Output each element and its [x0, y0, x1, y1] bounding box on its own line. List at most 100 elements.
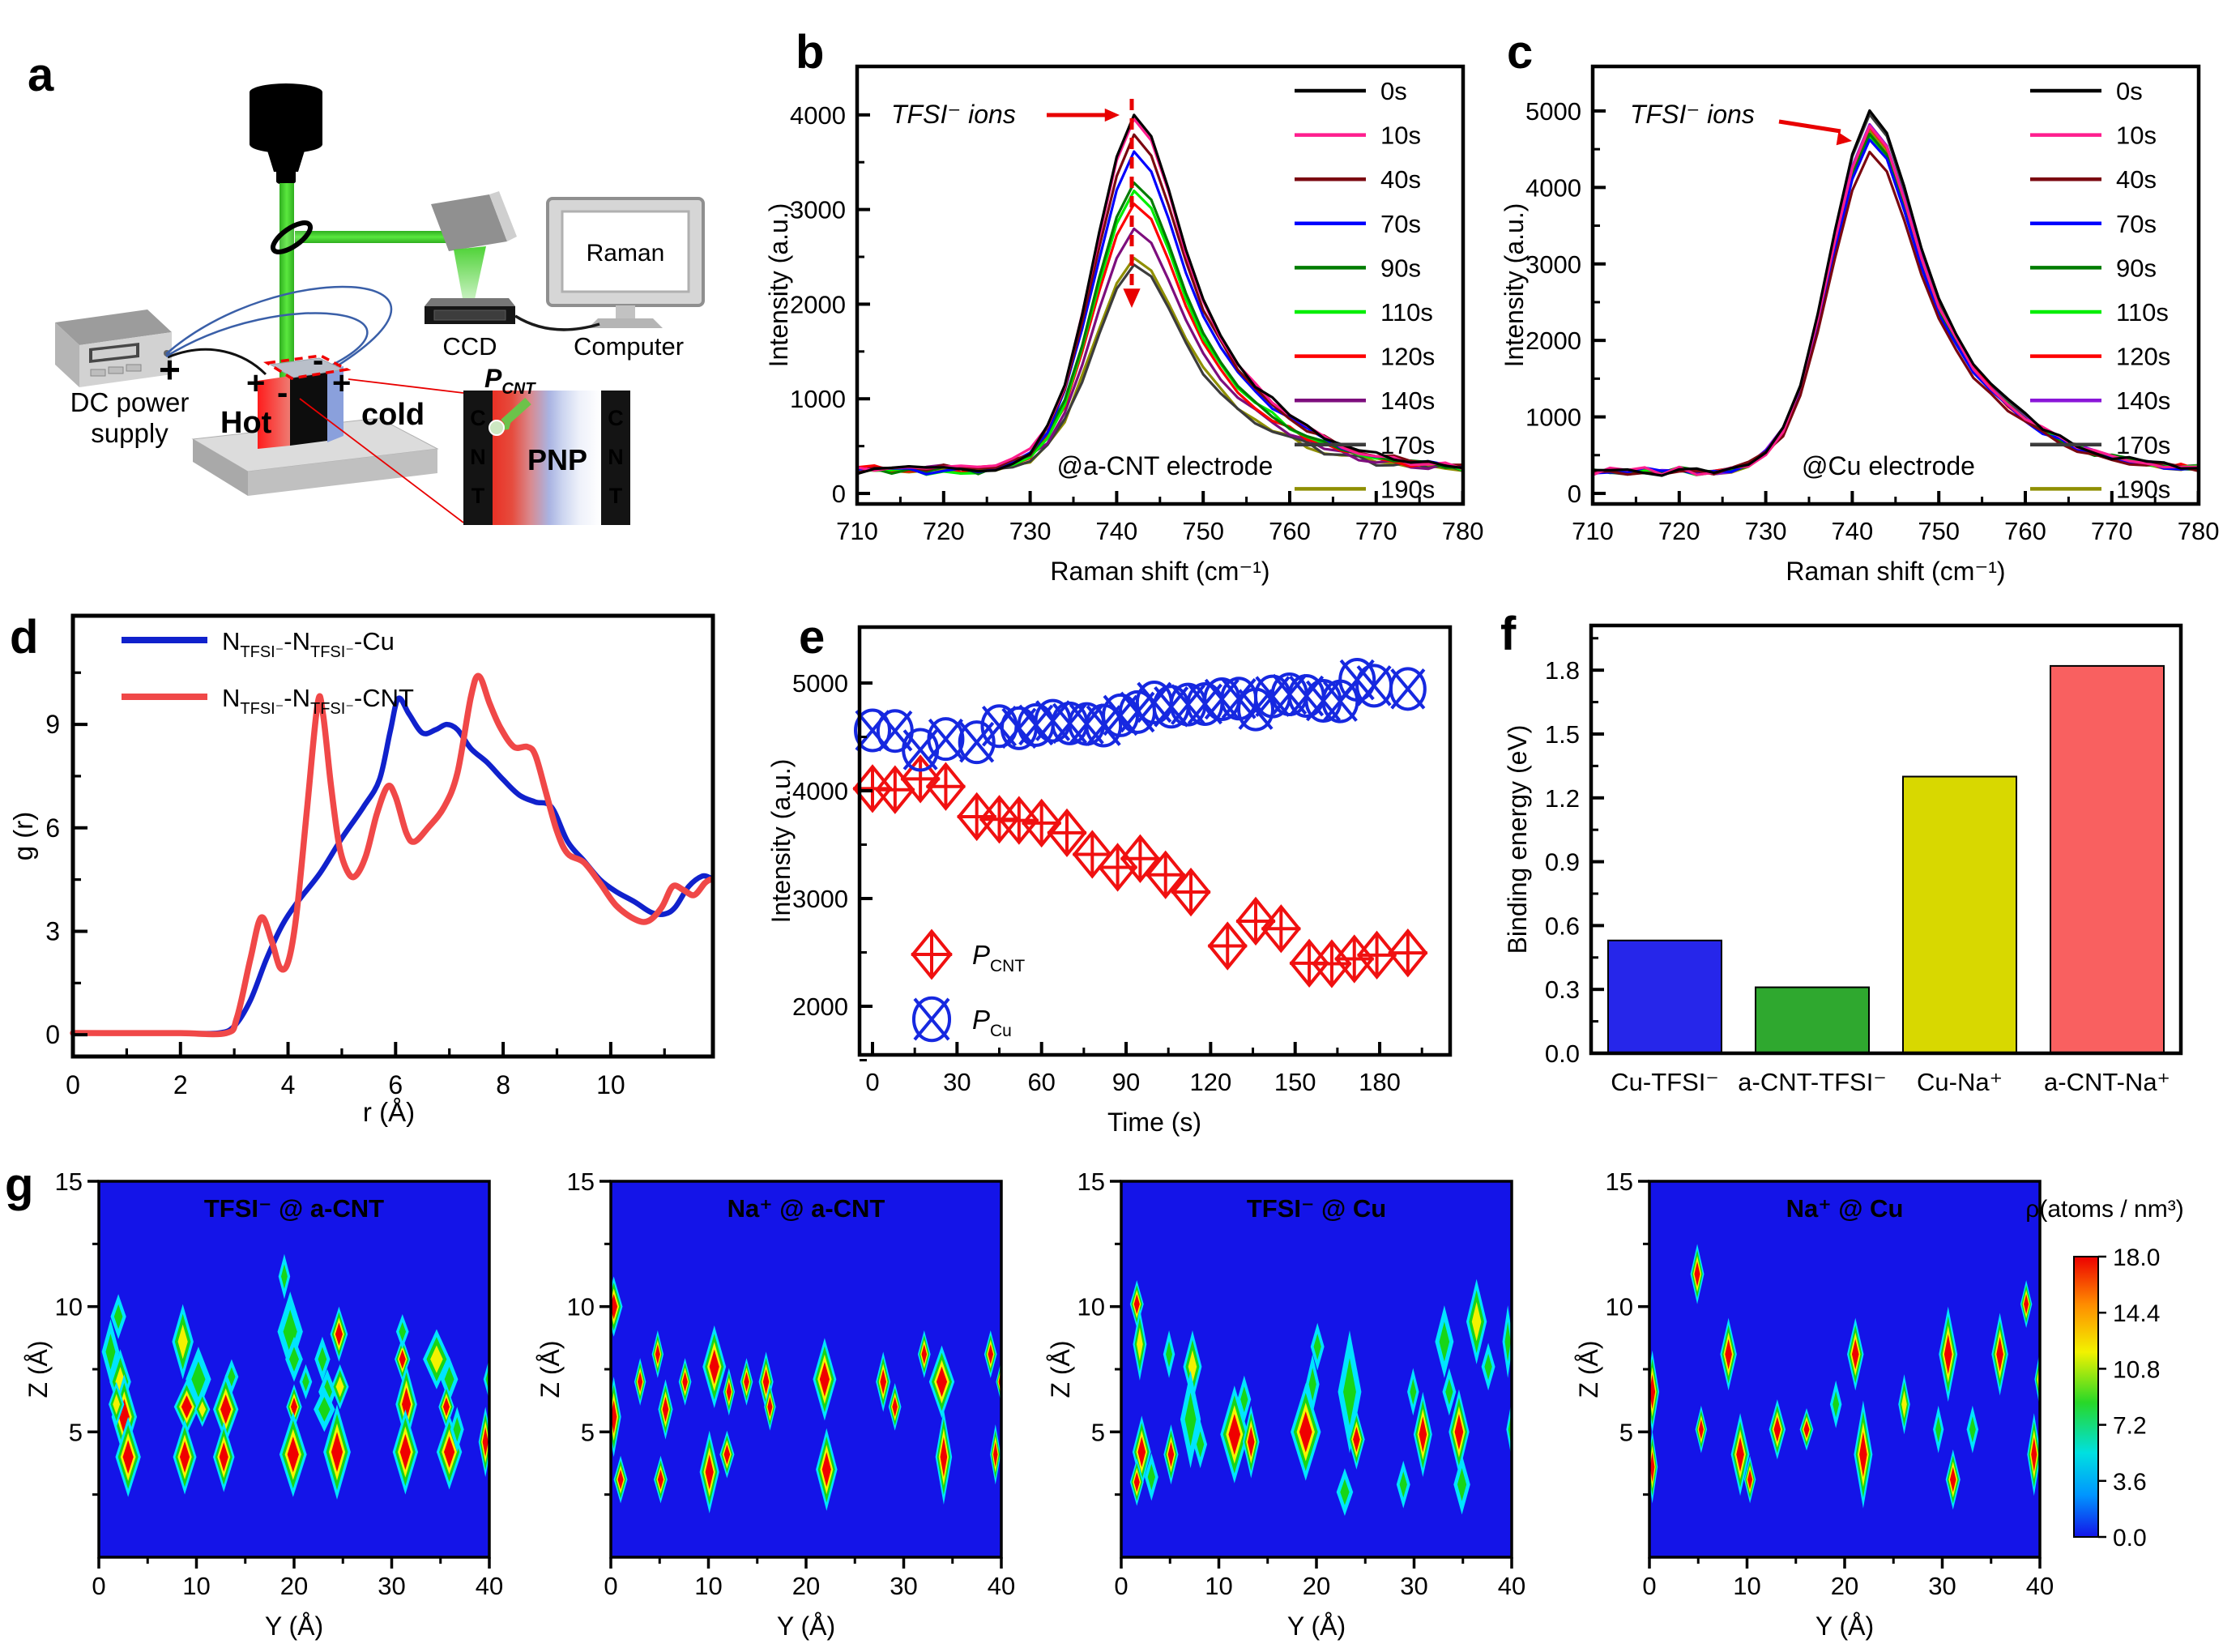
cnt-electrode-left-label: CNT — [470, 406, 486, 508]
svg-text:Y (Å): Y (Å) — [265, 1611, 323, 1641]
series-70s-curve — [1592, 138, 2199, 476]
heatmap-title: Na⁺ @ Cu — [1786, 1194, 1904, 1223]
wire-blue-1 — [165, 285, 393, 369]
series-120s-curve — [856, 203, 1463, 474]
svg-text:0.0: 0.0 — [1545, 1039, 1580, 1068]
svg-text:30: 30 — [943, 1068, 971, 1096]
axes: 710 720 730 740 750 760 770 780 0 1000 2000 3000 400… — [764, 64, 1483, 586]
svg-text:5: 5 — [581, 1418, 595, 1446]
heatmap-TFSI⁻ @ Cu: 0 10 20 30 40 5 10 15 Y (Å) Z (Å) TFSI⁻ @ Cu — [1046, 1167, 1525, 1641]
legend: 0s 10s 40s 70s 90s 110s 120s 140s 170s 190s — [2030, 77, 2170, 503]
svg-text:180: 180 — [1359, 1068, 1401, 1096]
colorbar-tick-label: 14.4 — [2113, 1300, 2160, 1327]
legend-label-cnt: NTFSI⁻-NTFSI⁻-CNT — [222, 684, 414, 718]
raman-screen-label: Raman — [587, 240, 665, 267]
svg-text:2000: 2000 — [790, 290, 846, 318]
panel-f-binding-energy-chart: 0.0 0.3 0.6 0.9 1.2 1.5 1.8 Cu-TFSI⁻ a-CNT-TFSI⁻… — [1503, 623, 2183, 1096]
svg-text:3000: 3000 — [790, 196, 846, 224]
legend-label-10s: 10s — [2116, 122, 2157, 150]
legend-label-PCu: PCu — [972, 1005, 1012, 1040]
svg-text:10: 10 — [1205, 1572, 1232, 1600]
panel-c-raman-cu-chart: 710 720 730 740 750 760 770 780 0 1000 2000 3000 400… — [1500, 64, 2219, 586]
svg-text:Z (Å): Z (Å) — [535, 1340, 565, 1398]
axes: 0 10 20 30 40 5 10 15 Y (Å) Z (Å) — [23, 1167, 503, 1641]
svg-text:10: 10 — [1606, 1293, 1633, 1321]
svg-text:0: 0 — [1568, 480, 1581, 508]
svg-text:0: 0 — [604, 1572, 617, 1600]
annotation: TFSI⁻ ions — [891, 99, 1141, 308]
svg-text:Intensity (a.u.): Intensity (a.u.) — [766, 759, 796, 924]
electrode-label: @Cu electrode — [1802, 451, 1975, 480]
beam-splitter-icon — [271, 220, 313, 254]
svg-text:Intensity (a.u.): Intensity (a.u.) — [764, 203, 793, 368]
colorbar-tick-label: 10.8 — [2113, 1356, 2160, 1383]
hot-label: Hot — [220, 406, 272, 440]
svg-text:760: 760 — [2004, 517, 2046, 545]
svg-text:15: 15 — [1077, 1167, 1105, 1196]
svg-text:6: 6 — [45, 813, 60, 843]
wire-black — [167, 348, 267, 376]
axes: 0 10 20 30 40 5 10 15 Y (Å) Z (Å) — [1574, 1167, 2054, 1641]
microscope-objective-icon — [250, 83, 322, 185]
ccd-cable — [514, 314, 600, 331]
panel-letter-d: d — [10, 611, 38, 664]
svg-text:8: 8 — [496, 1070, 510, 1099]
cnt-letter: N — [470, 445, 486, 469]
svg-text:40: 40 — [2026, 1572, 2054, 1600]
legend-label-PCNT: PCNT — [972, 940, 1025, 975]
legend-label-0s: 0s — [2116, 77, 2143, 105]
svg-text:Z (Å): Z (Å) — [1046, 1340, 1075, 1398]
svg-text:Y (Å): Y (Å) — [777, 1611, 835, 1641]
legend-label-120s: 120s — [2116, 343, 2170, 371]
legend-label-110s: 110s — [2116, 298, 2169, 327]
colorbar-title: ρ(atoms / nm³) — [2025, 1196, 2183, 1223]
svg-text:20: 20 — [792, 1572, 820, 1600]
svg-text:20: 20 — [1831, 1572, 1858, 1600]
svg-text:1000: 1000 — [1525, 403, 1581, 432]
spectra-curves — [1592, 109, 2199, 477]
svg-text:60: 60 — [1027, 1068, 1055, 1096]
dc-power-supply-icon — [55, 309, 172, 387]
panel-b-raman-acnt-chart: 710 720 730 740 750 760 770 780 0 1000 2000 3000 400… — [764, 64, 1483, 586]
legend: 0s 10s 40s 70s 90s 110s 120s 140s 170s 190s — [1295, 77, 1435, 503]
series-40s-curve — [856, 133, 1463, 475]
svg-text:15: 15 — [55, 1167, 83, 1196]
axes: 0 2 4 6 8 10 0 3 6 9 r (Å) g (r) — [8, 613, 715, 1127]
svg-text:Z (Å): Z (Å) — [1574, 1340, 1603, 1398]
svg-text:770: 770 — [1355, 517, 1397, 545]
panel-g-density-heatmaps: 0 10 20 30 40 5 10 15 Y (Å) Z (Å) TFSI⁻ @ a-CNT 0 10… — [23, 1167, 2184, 1641]
svg-text:5: 5 — [1091, 1418, 1105, 1446]
svg-text:10: 10 — [182, 1572, 210, 1600]
computer-monitor-icon — [546, 197, 705, 328]
svg-text:0: 0 — [865, 1068, 879, 1096]
svg-text:40: 40 — [1498, 1572, 1525, 1600]
legend-label-190s: 190s — [2116, 475, 2170, 503]
svg-text:90: 90 — [1112, 1068, 1140, 1096]
svg-text:1000: 1000 — [790, 385, 846, 413]
heatmap-title: TFSI⁻ @ a-CNT — [204, 1194, 384, 1223]
polarization-dot-icon — [489, 420, 505, 436]
cnt-letter: C — [470, 406, 486, 430]
svg-text:740: 740 — [1832, 517, 1874, 545]
ccd-icon — [425, 298, 515, 324]
svg-text:15: 15 — [1606, 1167, 1633, 1196]
svg-text:0: 0 — [66, 1070, 80, 1099]
svg-text:740: 740 — [1096, 517, 1138, 545]
mirror-icon — [431, 191, 517, 251]
axes: 0 10 20 30 40 5 10 15 Y (Å) Z (Å) — [1046, 1167, 1525, 1641]
computer-label: Computer — [574, 332, 684, 361]
svg-text:1.2: 1.2 — [1545, 784, 1580, 813]
inset-connector-line-bottom — [299, 398, 464, 523]
panel-letter-g: g — [5, 1159, 33, 1211]
svg-text:750: 750 — [1182, 517, 1224, 545]
series-70s-curve — [857, 150, 1463, 476]
colorbar-tick-label: 3.6 — [2113, 1469, 2147, 1496]
heatmap-Na⁺ @ Cu: 0 10 20 30 40 5 10 15 Y (Å) Z (Å) Na⁺ @ Cu — [1574, 1167, 2054, 1641]
series-170s-curve — [856, 263, 1464, 476]
legend-label-170s: 170s — [2116, 431, 2170, 459]
svg-text:g (r): g (r) — [8, 812, 38, 861]
ccd-label: CCD — [442, 332, 497, 361]
svg-text:15: 15 — [567, 1167, 595, 1196]
svg-text:30: 30 — [1400, 1572, 1427, 1600]
